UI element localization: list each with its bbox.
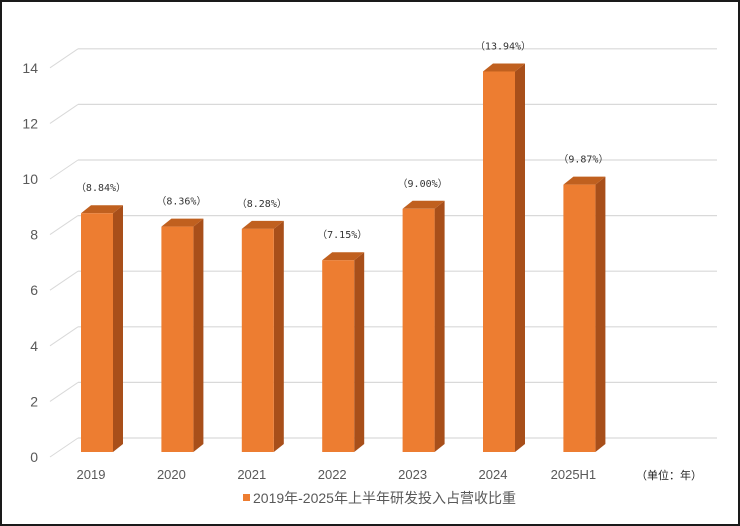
- legend: 2019年-2025年上半年研发投入占营收比重: [243, 490, 516, 506]
- x-tick-label: 2022: [318, 467, 347, 482]
- y-tick-label: 2: [30, 393, 38, 409]
- gridline-diagonal: [49, 48, 79, 69]
- data-label: （9.00%）: [398, 178, 448, 190]
- y-tick-label: 14: [22, 60, 38, 76]
- y-tick-label: 10: [22, 171, 38, 187]
- gridlines: [49, 48, 717, 458]
- bar-2022: [322, 252, 365, 452]
- gridline-diagonal: [49, 103, 79, 124]
- bar-2023: [402, 200, 445, 452]
- bar-front: [161, 226, 194, 452]
- data-label: （13.94%）: [475, 40, 531, 52]
- data-labels: （8.84%） （8.36%） （8.28%） （7.15%） （9.00%） （13.9…: [76, 40, 609, 241]
- x-tick-label: 2020: [157, 467, 186, 482]
- x-tick-label: 2025H1: [551, 467, 597, 482]
- bar-top: [322, 252, 365, 261]
- bar-front: [563, 184, 596, 452]
- gridline-diagonal: [49, 381, 79, 402]
- x-tick-label: 2019: [77, 467, 106, 482]
- bar-side: [595, 176, 606, 452]
- data-label: （8.28%）: [237, 198, 287, 210]
- bar-2019: [81, 205, 123, 452]
- bar-2024: [483, 63, 525, 453]
- bar-side: [354, 252, 365, 452]
- legend-label: 2019年-2025年上半年研发投入占营收比重: [253, 490, 516, 506]
- bar-front: [402, 208, 435, 452]
- bar-top: [161, 218, 204, 227]
- y-tick-label: 8: [30, 227, 38, 243]
- bar-front: [81, 213, 113, 452]
- gridline-diagonal: [49, 437, 79, 458]
- bar-2021: [241, 220, 284, 452]
- x-tick-label: 2021: [237, 467, 266, 482]
- bar-front: [483, 71, 515, 452]
- y-tick-label: 4: [30, 338, 38, 354]
- unit-note: （单位：年）: [636, 468, 702, 482]
- bar-top: [81, 205, 123, 214]
- data-label: （8.84%）: [76, 182, 126, 194]
- y-tick-label: 12: [22, 115, 38, 131]
- bar-side: [515, 63, 525, 453]
- x-tick-label: 2024: [479, 467, 508, 482]
- bar-side: [273, 220, 284, 452]
- x-axis: 2019 2020 2021 2022 2023 2024 2025H1: [77, 467, 597, 482]
- bar-top: [563, 176, 606, 185]
- data-label: （9.87%）: [558, 154, 608, 166]
- bar-top: [483, 63, 525, 72]
- bar-top: [402, 200, 445, 209]
- data-label: （7.15%）: [317, 229, 367, 241]
- gridline-diagonal: [49, 159, 79, 180]
- x-tick-label: 2023: [398, 467, 427, 482]
- bars: [81, 63, 606, 453]
- bar-2025H1: [563, 176, 606, 452]
- bar-top: [241, 220, 284, 229]
- bar-front: [322, 260, 355, 452]
- gridline-diagonal: [49, 215, 79, 236]
- legend-swatch-icon: [243, 494, 250, 501]
- bar-front: [241, 228, 274, 452]
- y-axis: 0 2 4 6 8 10 12 14: [22, 60, 38, 465]
- data-label: （8.36%）: [156, 196, 206, 208]
- bar-side: [193, 218, 204, 452]
- y-tick-label: 0: [30, 449, 38, 465]
- gridline-diagonal: [49, 270, 79, 291]
- bar-side: [113, 205, 123, 452]
- bar-2020: [161, 218, 204, 452]
- gridline-diagonal: [49, 326, 79, 347]
- bar-side: [434, 200, 445, 452]
- y-tick-label: 6: [30, 282, 38, 298]
